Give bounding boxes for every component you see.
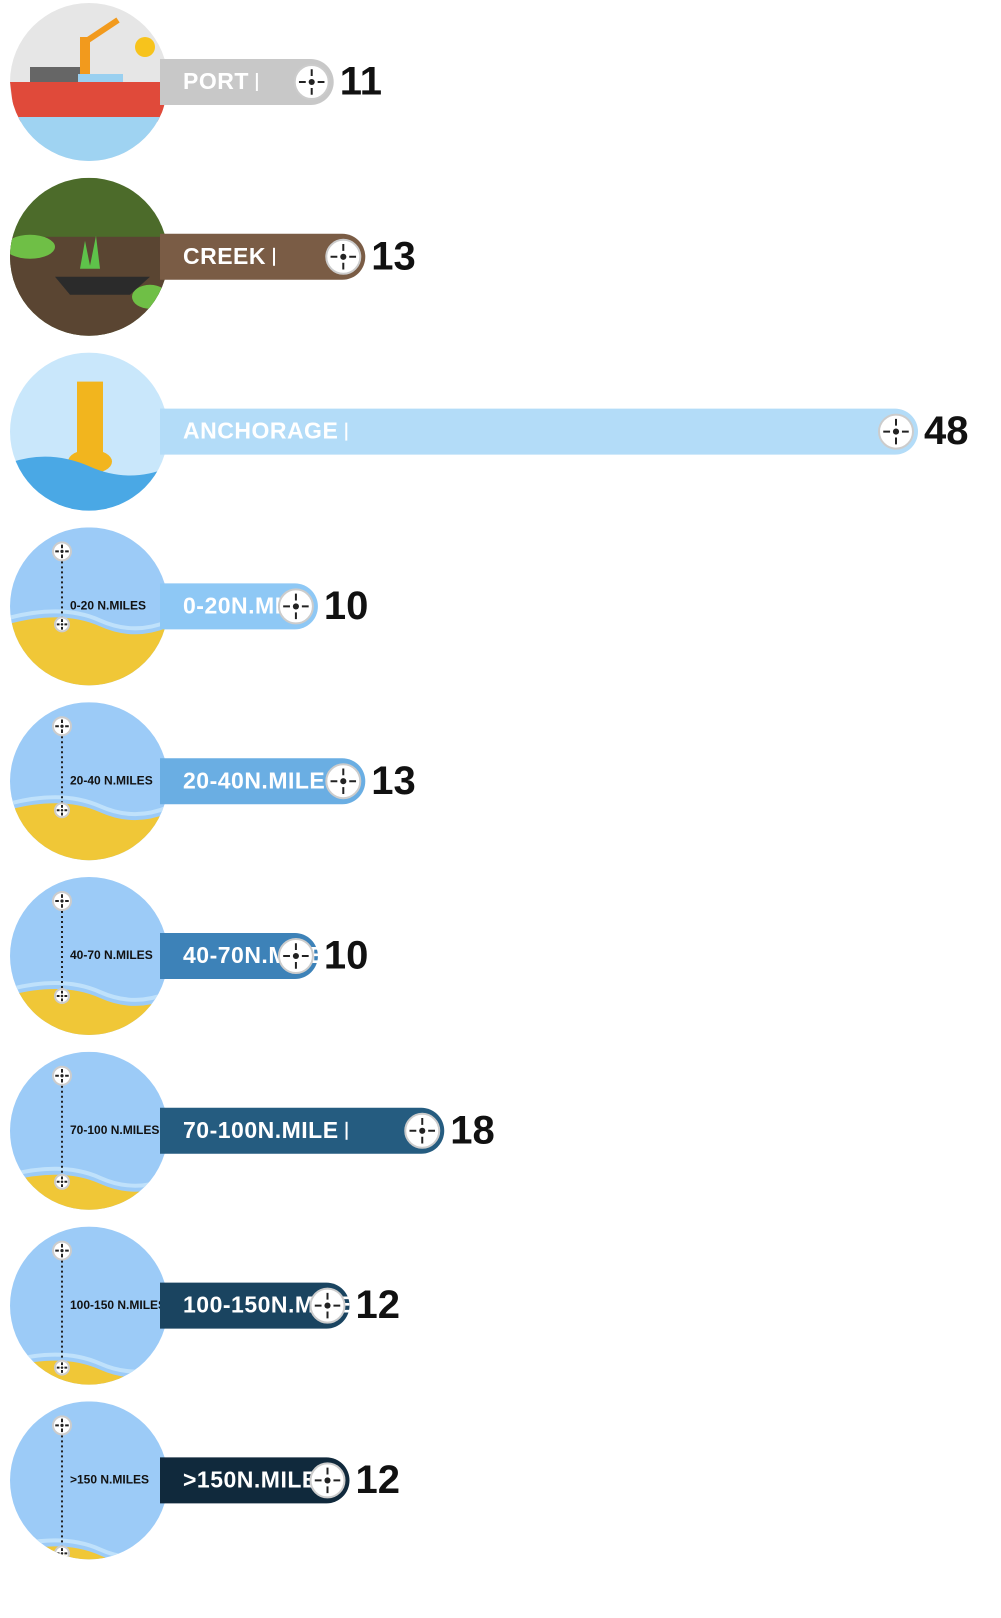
- chart: PORT11CREEK13ANCHORAGE480-20 N.MILES0-20…: [0, 0, 1001, 1618]
- value-label: 12: [356, 1283, 401, 1327]
- value-label: 18: [450, 1108, 495, 1152]
- category-label: CREEK: [183, 243, 266, 269]
- value-label: 13: [371, 759, 416, 803]
- value-label: 48: [924, 409, 969, 453]
- row-icon: [0, 3, 180, 167]
- category-label: PORT: [183, 68, 249, 94]
- value-label: 11: [340, 60, 382, 104]
- row-icon: [0, 178, 180, 338]
- category-label: ANCHORAGE: [183, 418, 338, 444]
- icon-label: 20-40 N.MILES: [70, 773, 153, 787]
- category-label: 70-100N.MILE: [183, 1117, 339, 1143]
- icon-label: 0-20 N.MILES: [70, 599, 146, 613]
- icon-label: 100-150 N.MILES: [70, 1298, 166, 1312]
- category-label: 20-40N.MILE: [183, 767, 325, 793]
- value-label: 12: [356, 1458, 401, 1502]
- value-label: 10: [324, 934, 369, 978]
- icon-label: 40-70 N.MILES: [70, 948, 153, 962]
- row-icon: [0, 353, 180, 522]
- value-label: 10: [324, 584, 369, 628]
- category-label: >150N.MILE: [183, 1466, 318, 1492]
- icon-label: 70-100 N.MILES: [70, 1123, 159, 1137]
- value-label: 13: [371, 234, 416, 278]
- icon-label: >150 N.MILES: [70, 1473, 149, 1487]
